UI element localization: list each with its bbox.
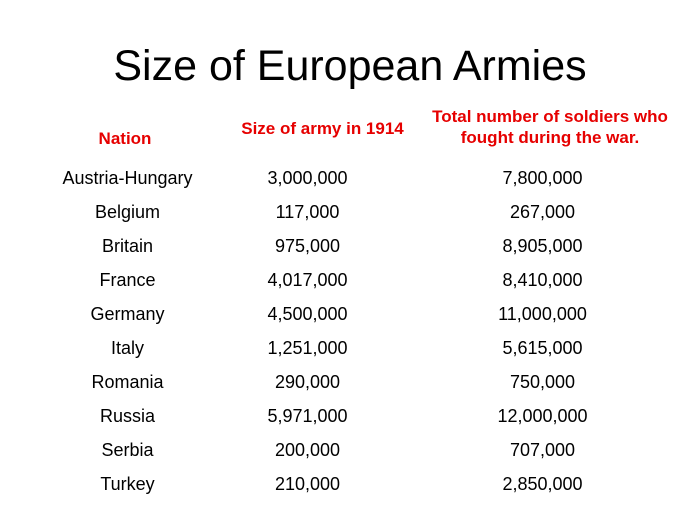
- size-1914-cell: 200,000: [274, 439, 341, 460]
- table-row: Germany 4,500,000 11,000,000: [45, 297, 680, 331]
- nation-cell: Germany: [90, 303, 165, 324]
- total-fought-cell: 2,850,000: [502, 473, 583, 494]
- nation-cell: Italy: [110, 337, 144, 358]
- table-row: Romania 290,000 750,000: [45, 365, 680, 399]
- table-row: Serbia 200,000 707,000: [45, 433, 680, 467]
- size-1914-cell: 1,251,000: [267, 337, 348, 358]
- column-header-nation: Nation: [98, 129, 152, 148]
- total-fought-cell: 267,000: [509, 201, 576, 222]
- nation-cell: Austria-Hungary: [62, 167, 193, 188]
- total-fought-cell: 8,410,000: [502, 269, 583, 290]
- table-row: Belgium 117,000 267,000: [45, 195, 680, 229]
- total-fought-cell: 707,000: [509, 439, 576, 460]
- size-1914-cell: 3,000,000: [267, 167, 348, 188]
- total-fought-cell: 5,615,000: [502, 337, 583, 358]
- size-1914-cell: 117,000: [275, 201, 340, 222]
- nation-cell: Britain: [101, 235, 154, 256]
- nation-cell: France: [99, 269, 156, 290]
- total-fought-cell: 8,905,000: [502, 235, 583, 256]
- armies-table: Austria-Hungary 3,000,000 7,800,000 Belg…: [45, 161, 680, 501]
- column-header-total-fought: Total number of soldiers who fought duri…: [432, 107, 668, 147]
- nation-cell: Serbia: [101, 439, 154, 460]
- nation-cell: Romania: [91, 371, 164, 392]
- table-row: Turkey 210,000 2,850,000: [45, 467, 680, 501]
- total-fought-cell: 750,000: [509, 371, 576, 392]
- total-fought-cell: 11,000,000: [498, 303, 587, 324]
- slide-title: Size of European Armies: [113, 42, 587, 90]
- nation-cell: Russia: [99, 405, 156, 426]
- table-row: Italy 1,251,000 5,615,000: [45, 331, 680, 365]
- size-1914-cell: 4,500,000: [267, 303, 348, 324]
- size-1914-cell: 210,000: [274, 473, 341, 494]
- table-row: Britain 975,000 8,905,000: [45, 229, 680, 263]
- column-header-size-1914: Size of army in 1914: [241, 119, 404, 138]
- nation-cell: Turkey: [100, 473, 155, 494]
- size-1914-cell: 975,000: [274, 235, 341, 256]
- total-fought-cell: 12,000,000: [497, 405, 588, 426]
- table-row: Austria-Hungary 3,000,000 7,800,000: [45, 161, 680, 195]
- size-1914-cell: 4,017,000: [267, 269, 348, 290]
- table-row: France 4,017,000 8,410,000: [45, 263, 680, 297]
- table-row: Russia 5,971,000 12,000,000: [45, 399, 680, 433]
- size-1914-cell: 290,000: [274, 371, 341, 392]
- nation-cell: Belgium: [94, 201, 161, 222]
- size-1914-cell: 5,971,000: [267, 405, 348, 426]
- total-fought-cell: 7,800,000: [502, 167, 583, 188]
